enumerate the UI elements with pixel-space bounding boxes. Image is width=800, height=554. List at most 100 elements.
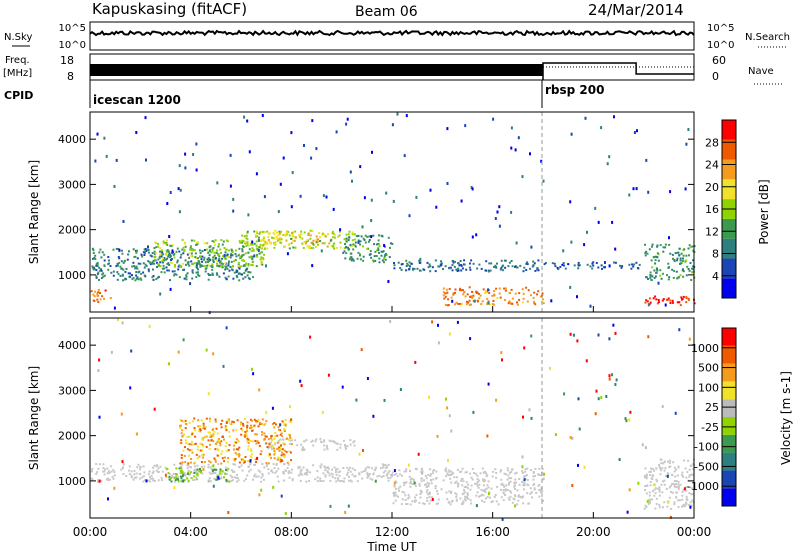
data-cell xyxy=(285,239,288,242)
data-cell xyxy=(262,230,265,233)
data-cell xyxy=(514,472,517,475)
data-cell xyxy=(191,270,194,273)
data-cell xyxy=(511,501,514,504)
data-cell xyxy=(290,459,293,462)
data-cell xyxy=(533,262,536,265)
scatter-point xyxy=(669,515,672,519)
data-cell xyxy=(142,475,145,478)
data-cell xyxy=(460,264,463,267)
data-cell xyxy=(197,260,200,262)
data-cell xyxy=(376,475,379,478)
data-cell xyxy=(208,477,211,480)
data-cell xyxy=(228,418,231,421)
data-cell xyxy=(635,261,638,264)
data-cell xyxy=(468,266,471,269)
data-cell xyxy=(387,471,390,474)
data-cell xyxy=(538,473,540,476)
data-cell xyxy=(187,479,190,482)
data-cell xyxy=(456,270,459,272)
velocity-colorbar-cell xyxy=(722,363,736,382)
data-cell xyxy=(112,477,115,480)
data-cell xyxy=(383,255,386,258)
data-cell xyxy=(690,493,693,496)
data-cell xyxy=(109,265,112,267)
data-cell xyxy=(151,252,154,255)
scatter-point xyxy=(540,159,543,163)
data-cell xyxy=(223,256,226,259)
data-cell xyxy=(224,268,227,271)
scatter-point xyxy=(521,175,524,179)
data-cell xyxy=(652,474,654,477)
data-cell xyxy=(285,230,288,233)
data-cell xyxy=(225,478,228,481)
data-cell xyxy=(219,470,222,473)
data-cell xyxy=(203,461,206,463)
data-cell xyxy=(673,501,676,504)
data-cell xyxy=(471,296,474,299)
data-cell xyxy=(442,287,445,290)
data-cell xyxy=(173,480,176,483)
data-cell xyxy=(201,443,204,446)
data-cell xyxy=(652,297,655,300)
data-cell xyxy=(265,465,268,467)
data-cell xyxy=(491,500,494,503)
data-cell xyxy=(266,242,269,245)
data-cell xyxy=(393,267,396,270)
data-cell xyxy=(660,458,663,461)
data-cell xyxy=(244,478,247,480)
data-cell xyxy=(205,435,208,438)
data-cell xyxy=(124,270,127,273)
data-cell xyxy=(643,474,646,477)
scatter-point xyxy=(145,479,148,483)
nsearch-tick-bottom: 10^0 xyxy=(707,40,734,51)
scatter-point xyxy=(247,213,250,217)
data-cell xyxy=(688,244,691,247)
scatter-point xyxy=(243,115,246,119)
data-cell xyxy=(461,289,464,291)
data-cell xyxy=(163,258,166,261)
data-cell xyxy=(240,464,243,467)
data-cell xyxy=(331,230,334,233)
data-cell xyxy=(235,275,238,277)
data-cell xyxy=(315,438,318,441)
data-cell xyxy=(252,260,255,263)
data-cell xyxy=(682,270,685,273)
data-cell xyxy=(428,502,431,505)
x-tick-label: 12:00 xyxy=(375,525,410,539)
data-cell xyxy=(214,471,217,474)
data-cell xyxy=(194,442,197,445)
data-cell xyxy=(162,253,165,256)
data-cell xyxy=(644,252,647,254)
data-cell xyxy=(348,230,351,233)
data-cell xyxy=(292,235,295,238)
data-cell xyxy=(679,259,682,262)
data-cell xyxy=(147,251,150,254)
data-cell xyxy=(180,475,182,478)
data-cell xyxy=(211,265,214,268)
velocity-colorbar-label: -1000 xyxy=(687,480,719,493)
data-cell xyxy=(179,256,182,259)
data-cell xyxy=(283,479,286,482)
data-cell xyxy=(142,262,145,265)
scatter-point xyxy=(445,397,447,401)
data-cell xyxy=(501,482,504,485)
data-cell xyxy=(173,270,176,273)
scatter-point xyxy=(362,449,364,452)
data-cell xyxy=(255,248,258,251)
data-cell xyxy=(456,482,459,485)
data-cell xyxy=(668,486,671,489)
scatter-point xyxy=(355,398,358,402)
data-cell xyxy=(194,465,196,468)
data-cell xyxy=(508,477,511,480)
data-cell xyxy=(537,269,540,272)
data-cell xyxy=(142,480,145,483)
data-cell xyxy=(103,274,106,277)
data-cell xyxy=(331,236,334,239)
data-cell xyxy=(178,276,181,279)
data-cell xyxy=(150,255,153,258)
data-cell xyxy=(213,243,216,246)
data-cell xyxy=(285,232,288,234)
data-cell xyxy=(291,478,294,480)
data-cell xyxy=(503,472,506,475)
data-cell xyxy=(650,477,653,480)
